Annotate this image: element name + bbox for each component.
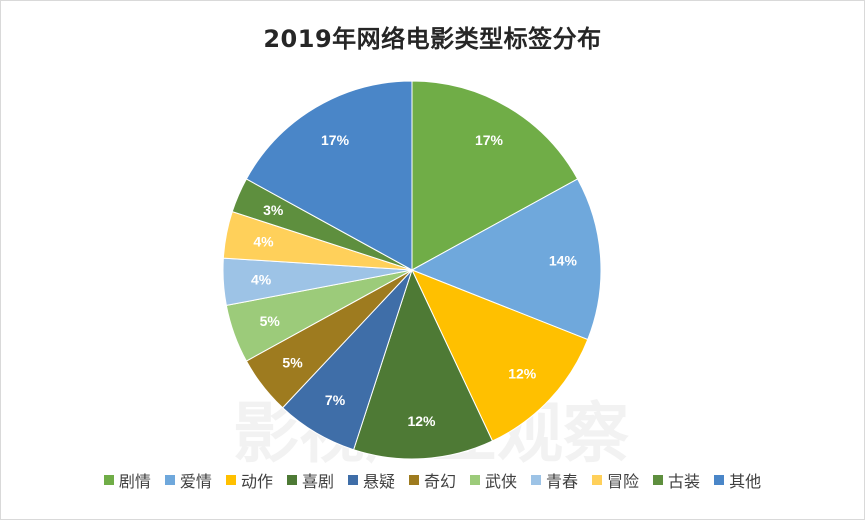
slice-label-2: 14%: [549, 253, 578, 269]
legend: 剧情 爱情 动作 喜剧 悬疑 奇幻 武侠 青春 冒险 古装 其他: [1, 468, 864, 492]
pie-slice-3[interactable]: [411, 269, 589, 442]
legend-swatch: [225, 475, 236, 485]
legend-swatch: [286, 475, 297, 485]
slice-label-4: 12%: [407, 413, 436, 429]
legend-swatch: [408, 475, 419, 485]
slice-label-10: 3%: [263, 202, 284, 218]
legend-swatch: [653, 475, 664, 485]
slice-label-5: 7%: [325, 392, 346, 408]
legend-label: 其他: [729, 472, 762, 491]
legend-label: 奇幻: [423, 472, 456, 491]
legend-label: 喜剧: [301, 472, 334, 491]
legend-swatch: [164, 475, 175, 485]
legend-label: 武侠: [485, 472, 518, 491]
pie-slice-2[interactable]: [410, 178, 602, 341]
chart-title: 2019年网络电影类型标签分布: [263, 25, 602, 53]
legend-label: 悬疑: [362, 472, 395, 491]
slice-label-3: 12%: [508, 366, 537, 382]
legend-item-9: 冒险: [592, 468, 639, 492]
legend-swatch: [592, 475, 603, 485]
legend-swatch: [714, 475, 725, 485]
legend-item-8: 青春: [531, 468, 578, 492]
legend-label: 青春: [546, 472, 579, 491]
legend-label: 剧情: [118, 472, 151, 491]
legend-label: 冒险: [607, 472, 640, 491]
legend-item-4: 喜剧: [286, 468, 334, 492]
legend-item-5: 悬疑: [347, 468, 395, 492]
pie-slice-1[interactable]: [411, 80, 579, 271]
legend-item-3: 动作: [225, 468, 273, 492]
legend-swatch: [531, 475, 542, 485]
pie-slice-4[interactable]: [352, 268, 494, 460]
legend-label: 爱情: [179, 472, 212, 491]
legend-item-7: 武侠: [470, 468, 517, 492]
slice-label-6: 5%: [282, 355, 303, 371]
legend-label: 动作: [240, 472, 273, 491]
legend-item-1: 剧情: [103, 468, 151, 492]
slice-label-8: 4%: [251, 271, 272, 287]
legend-label: 古装: [668, 472, 701, 491]
legend-item-10: 古装: [653, 468, 700, 492]
slice-label-1: 17%: [475, 132, 504, 148]
legend-swatch: [347, 475, 358, 485]
slice-label-7: 5%: [260, 313, 281, 329]
legend-swatch: [470, 475, 480, 485]
legend-item-2: 爱情: [164, 468, 212, 492]
slice-label-11: 17%: [321, 132, 350, 148]
legend-item-11: 其他: [714, 468, 761, 492]
pie-slice-11[interactable]: [245, 80, 413, 271]
slice-label-9: 4%: [253, 234, 274, 250]
legend-item-6: 奇幻: [408, 468, 456, 492]
legend-swatch: [103, 475, 114, 485]
